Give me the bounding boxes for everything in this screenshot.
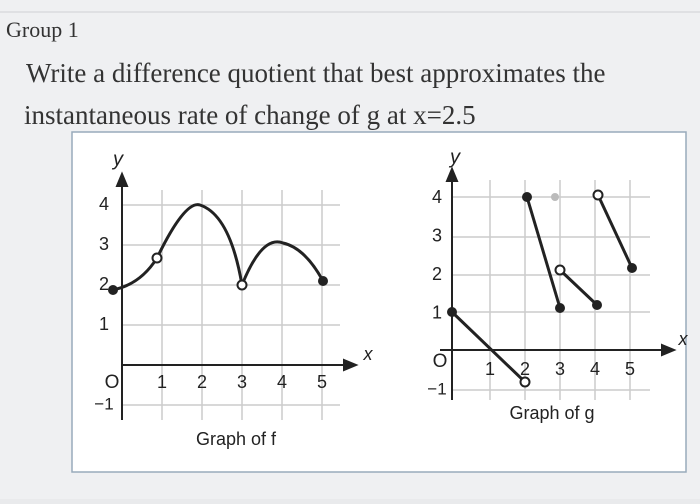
question-line: instantaneous rate of change of g at x=2… [24, 100, 476, 130]
y-tick-label: 4 [432, 187, 442, 207]
origin-label: O [433, 351, 448, 372]
x-tick-label: 2 [520, 359, 530, 379]
x-tick-label: 2 [197, 372, 207, 392]
x-tick-label: 5 [625, 359, 635, 379]
tick-label: −1 [94, 394, 113, 413]
y-tick-label: 1 [432, 302, 442, 322]
origin-label: O [105, 372, 120, 393]
group-title: Group 1 [6, 17, 79, 42]
x-tick-label: 5 [317, 372, 327, 392]
x-tick-label: 1 [485, 359, 495, 379]
caption: Graph of g [509, 403, 594, 423]
y-tick-label: 1 [99, 314, 109, 334]
question-line: Write a difference quotient that best ap… [26, 58, 605, 88]
y-axis-label: y [448, 146, 461, 168]
x-tick-label: 3 [555, 359, 565, 379]
x-tick-label: 3 [237, 372, 247, 392]
y-tick-label: 4 [99, 194, 109, 214]
y-tick-label: 2 [99, 274, 109, 294]
graph-f [108, 171, 359, 420]
x-axis-label: x [363, 344, 374, 364]
x-tick-label: 4 [277, 372, 287, 392]
caption: Graph of f [196, 429, 277, 449]
y-tick-label: 3 [99, 234, 109, 254]
y-tick-label: 3 [432, 225, 442, 245]
graph-g [440, 166, 677, 400]
x-tick-label: 1 [157, 372, 167, 392]
y-axis-label: y [111, 148, 124, 170]
x-axis-label: x [678, 329, 689, 349]
tick-label: −1 [427, 379, 446, 398]
y-tick-label: 2 [432, 264, 442, 284]
x-tick-label: 4 [590, 359, 600, 379]
image-frame [71, 131, 687, 473]
